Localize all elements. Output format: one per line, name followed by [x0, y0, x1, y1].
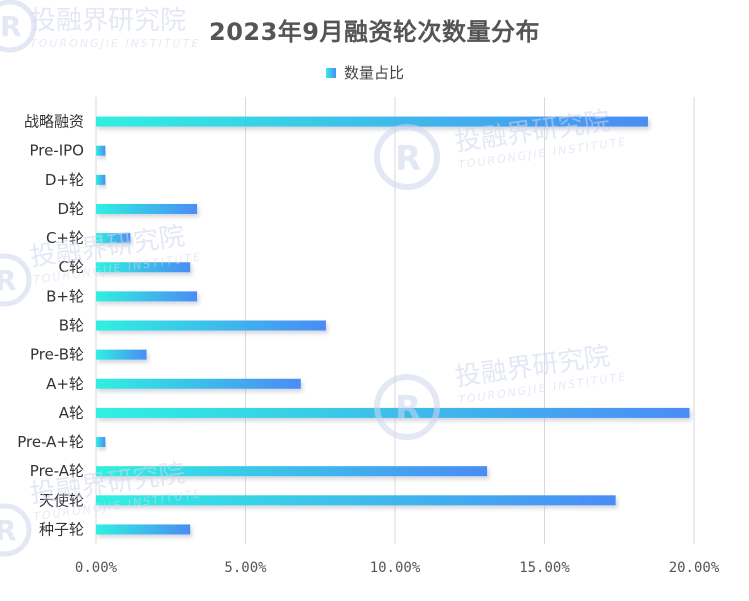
bar [96, 116, 648, 127]
legend-label: 数量占比 [344, 64, 405, 82]
x-tick-label: 20.00% [669, 560, 720, 576]
legend: 数量占比 [326, 62, 404, 83]
y-category-label: A轮 [59, 404, 84, 422]
bar [96, 203, 198, 214]
bar [96, 233, 131, 244]
y-category-label: 种子轮 [39, 520, 84, 538]
y-category-label: Pre-A+轮 [17, 433, 84, 451]
y-category-label: C+轮 [46, 229, 84, 247]
y-category-label: D轮 [57, 200, 84, 218]
y-category-label: B+轮 [46, 287, 84, 305]
x-tick-label: 5.00% [224, 560, 267, 576]
chart-title: 2023年9月融资轮次数量分布 [209, 18, 540, 46]
y-category-label: D+轮 [45, 171, 84, 189]
bar [96, 291, 198, 302]
bar [96, 407, 690, 418]
bar [96, 320, 326, 331]
y-category-label: 战略融资 [24, 113, 84, 131]
bar [96, 262, 191, 273]
bar [96, 524, 191, 535]
bar [96, 174, 106, 185]
x-tick-label: 0.00% [75, 560, 118, 576]
y-category-label: Pre-B轮 [30, 346, 84, 364]
legend-swatch [326, 67, 336, 78]
bar [96, 495, 616, 506]
y-category-label: Pre-A轮 [30, 462, 84, 480]
y-category-label: B轮 [59, 317, 84, 335]
x-tick-label: 15.00% [519, 560, 570, 576]
y-category-label: Pre-IPO [29, 142, 84, 160]
y-category-label: C轮 [59, 258, 84, 276]
y-category-label: A+轮 [46, 375, 84, 393]
bar [96, 466, 488, 477]
bar [96, 378, 301, 389]
bar [96, 349, 147, 360]
bar [96, 145, 106, 156]
bar [96, 437, 106, 448]
y-category-label: 天使轮 [39, 491, 84, 509]
x-tick-label: 10.00% [370, 560, 421, 576]
